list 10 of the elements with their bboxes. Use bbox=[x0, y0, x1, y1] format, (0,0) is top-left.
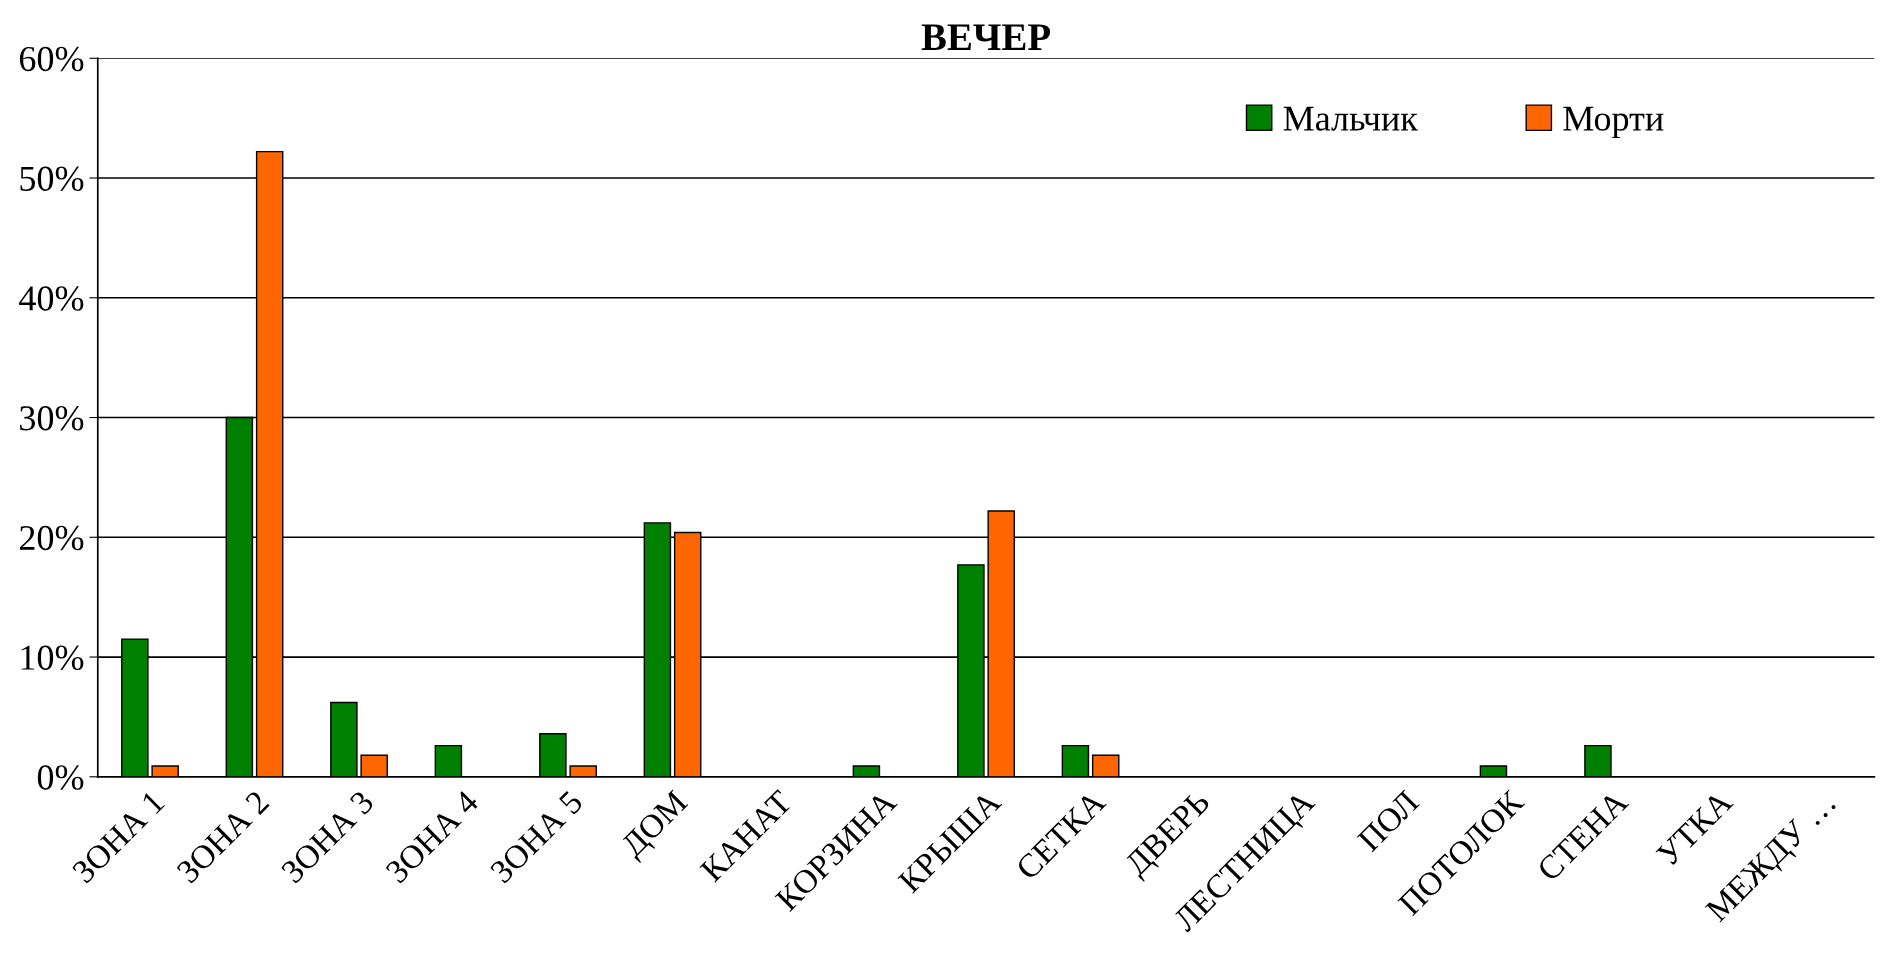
y-tick-label: 50% bbox=[20, 166, 84, 192]
y-tick-label: 30% bbox=[20, 406, 84, 431]
legend-label: Мальчик bbox=[1283, 106, 1418, 131]
y-tick-label: 0% bbox=[37, 765, 84, 790]
chart-title: ВЕЧЕР bbox=[921, 24, 1051, 51]
y-tick-label: 10% bbox=[21, 645, 84, 671]
y-tick-label: 20% bbox=[19, 525, 84, 551]
legend-label: Морти bbox=[1563, 106, 1664, 139]
y-tick-label: 40% bbox=[19, 286, 84, 311]
y-tick-label: 60% bbox=[19, 46, 84, 72]
